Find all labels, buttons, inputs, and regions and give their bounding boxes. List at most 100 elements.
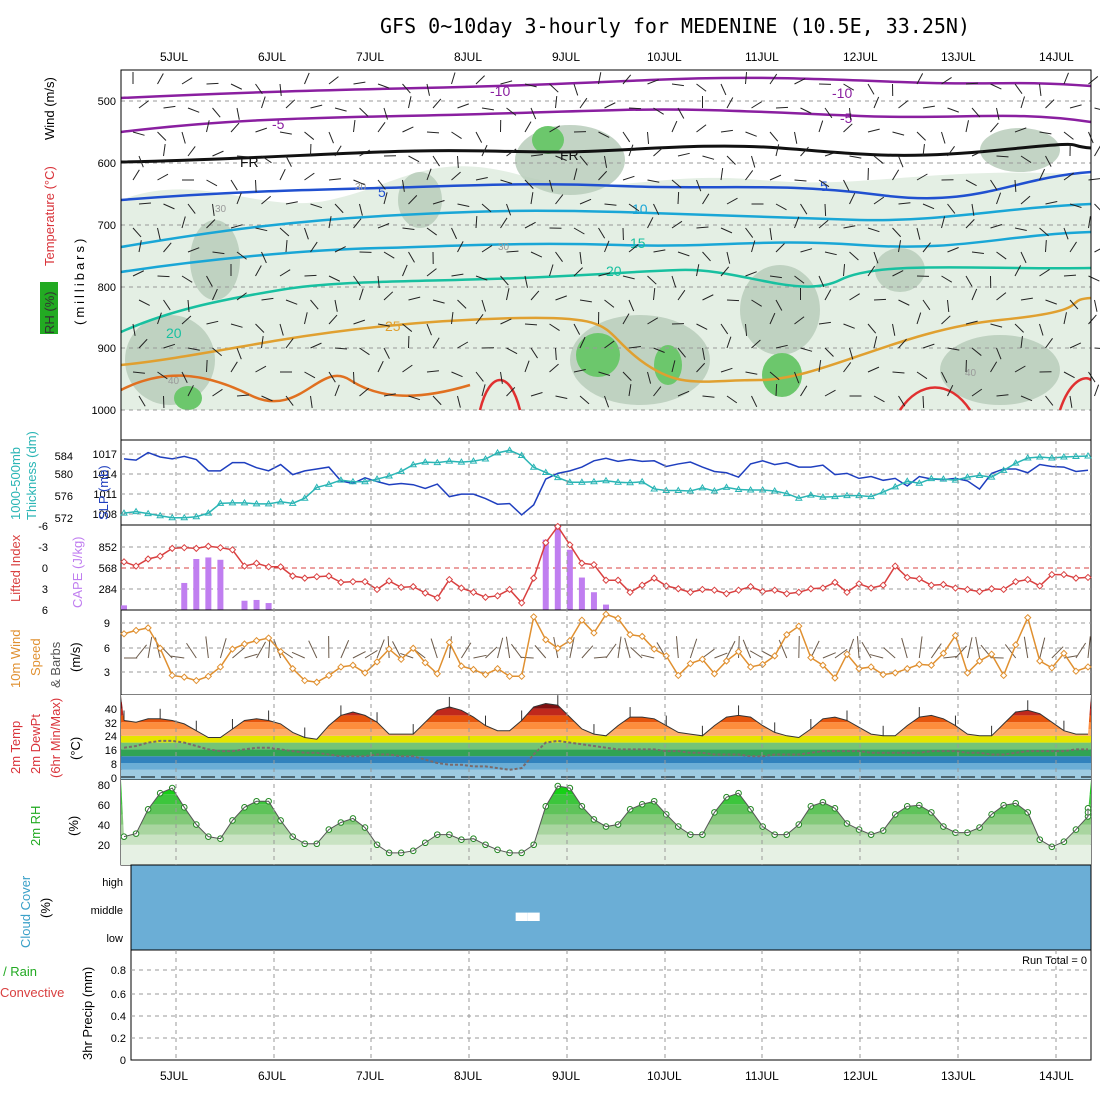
upper-barb: [1039, 131, 1052, 135]
pressure-tick: 900: [98, 343, 116, 355]
upper-barb: [647, 371, 652, 384]
wind-speed-point: [120, 630, 128, 638]
thickness-point: [843, 491, 851, 499]
upper-barb: [922, 299, 931, 311]
thickness-point: [445, 457, 454, 464]
rh2m-panel: 80 60 40 20 2m RH (%): [28, 779, 1092, 866]
upper-barb: [157, 131, 167, 141]
upper-barb: [1020, 195, 1031, 205]
upper-barb: [1014, 179, 1017, 193]
upper-barb: [1088, 314, 1097, 325]
li-series: [120, 522, 1092, 607]
wind-barb: [308, 640, 318, 659]
upper-barb: [1020, 297, 1033, 301]
upper-barb: [573, 267, 583, 277]
upper-barb: [604, 240, 610, 253]
lifted-index-point: [807, 585, 815, 593]
upper-barb: [457, 203, 470, 207]
lifted-index-point: [517, 599, 526, 607]
upper-barb: [285, 240, 288, 253]
upper-barb: [132, 169, 140, 181]
upper-barb: [916, 131, 926, 141]
upper-barb: [261, 395, 273, 402]
upper-barb: [402, 126, 414, 133]
upper-barb: [677, 347, 686, 358]
wind-barb: [630, 646, 643, 659]
temp-axis-label: 2m DewPt: [28, 714, 43, 774]
precip-axis-label: 3hr Precip (mm): [80, 967, 95, 1060]
upper-barb: [745, 72, 748, 85]
wind-speed-point: [156, 644, 164, 652]
upper-barb: [310, 241, 318, 253]
upper-barb: [1014, 83, 1023, 95]
rh-band: [121, 834, 1091, 845]
upper-barb: [206, 320, 219, 325]
temp-axis-label: 2m Temp: [8, 721, 23, 774]
top-day-label: 12JUL: [843, 50, 878, 64]
upper-barb: [702, 193, 710, 205]
upper-barb: [720, 227, 733, 234]
upper-barb: [555, 155, 567, 161]
upper-barb: [579, 299, 592, 303]
upper-barb: [1069, 299, 1079, 310]
upper-barb: [604, 395, 610, 408]
wind-speed-point: [783, 630, 791, 639]
wind-barb: [510, 643, 523, 659]
wind-barb: [219, 638, 227, 659]
upper-barb: [230, 179, 238, 191]
wind-speed-point: [758, 660, 767, 669]
upper-barb: [873, 196, 885, 205]
contour-minus10: [120, 76, 1092, 100]
wind-barb: [856, 636, 860, 659]
wind-barb: [135, 644, 147, 659]
upper-barb: [157, 275, 170, 278]
cloud-level-middle: middle: [91, 905, 123, 917]
cloud-panel: high middle low Cloud Cover (%): [18, 864, 1092, 951]
wind-speed-point: [301, 676, 309, 685]
lifted-index-point: [204, 542, 213, 550]
upper-barb: [163, 242, 172, 253]
wind-axis-label: 10m Wind: [8, 629, 23, 688]
upper-barb: [573, 323, 581, 335]
lifted-index-point: [975, 587, 984, 596]
thickness-point: [975, 471, 984, 479]
lifted-index-point: [252, 559, 261, 567]
upper-barb: [163, 299, 171, 311]
wind-speed-point: [710, 670, 719, 678]
wind-barb: [505, 636, 511, 659]
wind-barb: [624, 637, 631, 659]
upper-barb: [506, 387, 516, 397]
upper-barb: [481, 299, 486, 312]
upper-barb: [206, 120, 210, 133]
upper-barb: [1063, 227, 1069, 240]
lifted-index-point: [132, 562, 140, 570]
thickness-point: [746, 485, 755, 493]
wind-speed-point: [638, 632, 646, 641]
precip-tick: 0.8: [111, 965, 126, 977]
precip-gridlines: [131, 969, 1091, 1039]
upper-barb: [555, 251, 563, 263]
upper-barb: [402, 364, 413, 373]
upper-barb: [549, 125, 561, 133]
wind-speed-point: [927, 661, 936, 669]
thickness-point: [650, 484, 659, 492]
top-day-label: 11JUL: [745, 50, 779, 64]
upper-barb: [408, 195, 418, 205]
upper-barb: [163, 105, 176, 109]
upper-barb: [916, 371, 928, 380]
upper-barb: [377, 179, 386, 190]
wind-speed-point: [252, 636, 261, 645]
wind-speed-point: [722, 657, 731, 665]
upper-barb: [604, 340, 615, 349]
top-day-label: 6JUL: [258, 50, 286, 64]
upper-barb: [1069, 104, 1082, 109]
upper-barb: [745, 170, 754, 181]
upper-barb: [555, 295, 567, 301]
thickness-point: [541, 468, 550, 475]
upper-barb: [1088, 275, 1100, 282]
upper-barb: [451, 371, 463, 378]
upper-barb: [1014, 227, 1027, 231]
thickness-point: [276, 497, 285, 505]
upper-barb: [702, 251, 711, 262]
wind-speed-point: [650, 645, 658, 653]
